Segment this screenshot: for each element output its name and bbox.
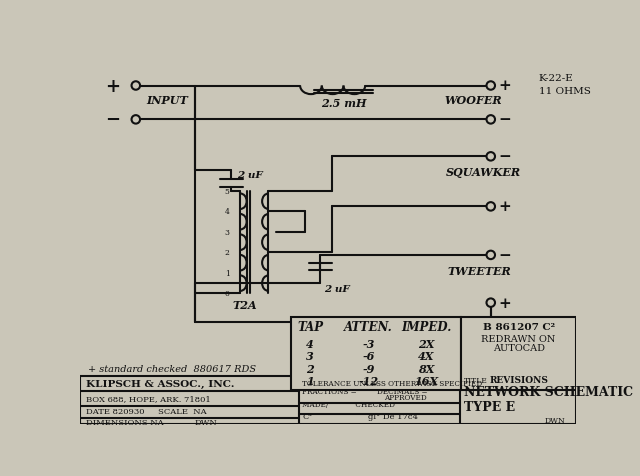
Text: AUTOCAD: AUTOCAD: [493, 343, 545, 352]
Text: NETWORK SCHEMATIC: NETWORK SCHEMATIC: [463, 385, 633, 398]
Text: 5: 5: [225, 188, 230, 196]
Circle shape: [486, 82, 495, 90]
Text: TWEETER: TWEETER: [447, 265, 511, 276]
Text: TOLERANCE UNLESS OTHERWISE SPECIFIED: TOLERANCE UNLESS OTHERWISE SPECIFIED: [303, 379, 483, 387]
Text: 2.5 mH: 2.5 mH: [321, 98, 366, 109]
Text: 16X: 16X: [414, 375, 438, 386]
Text: APPROVED: APPROVED: [384, 394, 426, 402]
Text: + standard checked  880617 RDS: + standard checked 880617 RDS: [88, 365, 256, 374]
Text: −: −: [105, 111, 120, 129]
Circle shape: [486, 251, 495, 259]
Text: -12: -12: [358, 375, 378, 386]
Text: SCALE  NA: SCALE NA: [157, 407, 206, 416]
Text: IMPED.: IMPED.: [401, 320, 452, 333]
Text: INPUT: INPUT: [146, 95, 188, 106]
Text: WOOFER: WOOFER: [444, 95, 502, 106]
Text: 4X: 4X: [418, 350, 435, 361]
Text: +: +: [499, 200, 511, 214]
Text: DWN: DWN: [545, 416, 566, 424]
Text: 3: 3: [307, 350, 314, 361]
Text: KLIPSCH & ASSOC., INC.: KLIPSCH & ASSOC., INC.: [86, 379, 235, 388]
Text: 11 OHMS: 11 OHMS: [539, 87, 591, 95]
Text: 4: 4: [225, 208, 230, 216]
Circle shape: [132, 82, 140, 90]
Circle shape: [486, 116, 495, 124]
Text: TAP: TAP: [297, 320, 323, 333]
Text: DATE 820930: DATE 820930: [86, 407, 145, 416]
Text: −: −: [499, 150, 511, 164]
Circle shape: [486, 153, 495, 161]
Text: 2X: 2X: [418, 338, 435, 349]
Text: +: +: [499, 296, 511, 310]
Text: TYPE E: TYPE E: [463, 400, 515, 413]
Text: 1: 1: [307, 375, 314, 386]
Text: 8X: 8X: [418, 363, 435, 374]
Text: -6: -6: [362, 350, 374, 361]
Bar: [461, 317, 576, 390]
Circle shape: [486, 299, 495, 307]
Bar: [291, 317, 461, 390]
Text: 2 uF: 2 uF: [324, 284, 350, 293]
Text: DWN: DWN: [195, 418, 218, 426]
Text: -3: -3: [362, 338, 374, 349]
Text: 2: 2: [307, 363, 314, 374]
Text: REDRAWN ON: REDRAWN ON: [481, 334, 556, 343]
Text: K-22-E: K-22-E: [539, 74, 573, 83]
Circle shape: [132, 116, 140, 124]
Text: 3: 3: [225, 228, 230, 237]
Text: 4: 4: [307, 338, 314, 349]
Text: B 861207 C²: B 861207 C²: [483, 322, 555, 331]
Text: TITLE: TITLE: [463, 376, 488, 384]
Text: -9: -9: [362, 363, 374, 374]
Text: T2A: T2A: [232, 299, 257, 310]
Text: 2 uF: 2 uF: [237, 171, 263, 180]
Text: 0: 0: [225, 290, 230, 298]
Text: gl° De 17c4: gl° De 17c4: [368, 412, 419, 420]
Text: MADE/            CHECKED: MADE/ CHECKED: [303, 400, 396, 408]
Circle shape: [486, 203, 495, 211]
Text: +: +: [499, 79, 511, 93]
Text: SQUAWKER: SQUAWKER: [446, 167, 521, 178]
Text: 1: 1: [225, 269, 230, 278]
Text: −: −: [499, 248, 511, 262]
Text: FRACTIONS =         DECIMALS =: FRACTIONS = DECIMALS =: [303, 387, 428, 396]
Text: 2: 2: [225, 249, 230, 257]
Text: BOX 688, HOPE, ARK. 71801: BOX 688, HOPE, ARK. 71801: [86, 394, 211, 402]
Text: DIMENSIONS NA: DIMENSIONS NA: [86, 418, 164, 426]
Text: REVISIONS: REVISIONS: [489, 376, 548, 384]
Text: C°: C°: [303, 412, 313, 420]
Text: ATTEN.: ATTEN.: [344, 320, 393, 333]
Text: +: +: [105, 77, 120, 95]
Text: −: −: [499, 113, 511, 127]
